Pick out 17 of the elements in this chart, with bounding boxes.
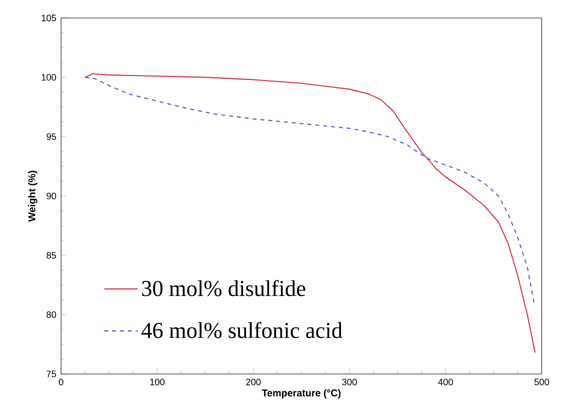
legend-label: 46 mol% sulfonic acid [141,322,342,338]
x-axis-title: Temperature (°C) [262,389,341,398]
y-axis-title: Weight (%) [28,170,38,222]
x-tick-label: 500 [534,378,550,386]
legend-label: 30 mol% disulfide [142,280,306,296]
x-tick-label: 300 [342,378,357,386]
y-tick-label: 80 [46,311,56,318]
x-tick-label: 0 [58,378,64,386]
y-tick-label: 75 [46,370,56,378]
y-tick-label: 100 [42,74,56,81]
y-tick-label: 90 [46,192,56,200]
x-tick-label: 400 [438,378,453,386]
x-tick-label: 100 [150,378,165,386]
x-tick-label: 200 [246,378,261,386]
y-tick-label: 105 [42,14,56,22]
y-tick-label: 95 [46,133,56,140]
y-tick-label: 85 [46,252,56,259]
